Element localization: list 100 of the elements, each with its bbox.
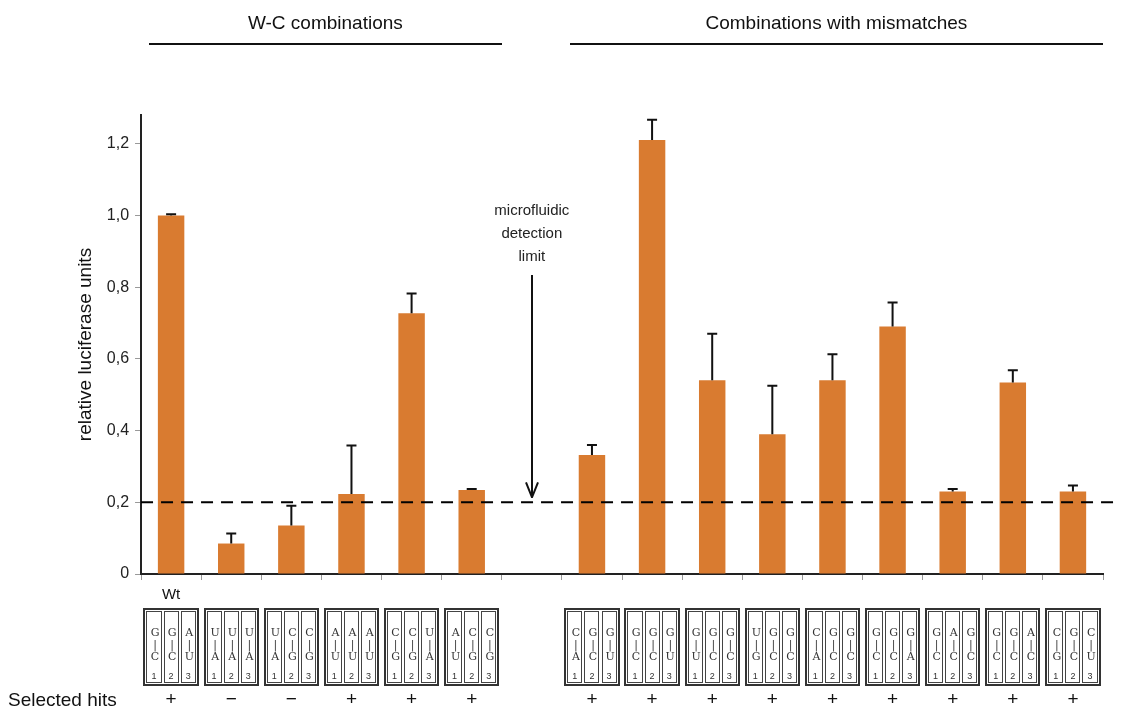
text: 3 [245, 671, 251, 681]
x-tick-label: G|C G|C A|U [147, 625, 197, 664]
text: 2 [950, 671, 956, 681]
text: 3 [967, 671, 973, 681]
text: 2 [829, 671, 835, 681]
text: 1 [1053, 671, 1059, 681]
text: Combinations with mismatches [704, 12, 969, 34]
x-tick-label: A|U A|U A|U [327, 625, 378, 664]
bar [879, 326, 906, 574]
text: 2 [167, 671, 175, 681]
text: 3 [907, 671, 913, 681]
text: 1 [452, 671, 458, 681]
text: 1 [271, 671, 277, 681]
text: 1 [331, 671, 337, 681]
y-tick-label: 0,8 [106, 277, 130, 295]
text: 2 [709, 671, 715, 681]
text: 2 [348, 671, 354, 681]
text: + [465, 688, 479, 710]
text: + [946, 688, 960, 710]
bar [999, 382, 1027, 574]
text: − [224, 688, 238, 710]
bar [698, 380, 726, 574]
x-tick-label: C|A G|C G|C [808, 625, 859, 664]
y-tick-label: 0,4 [106, 420, 130, 438]
text: 3 [666, 671, 672, 681]
text: + [825, 688, 839, 710]
x-tick-label: G|U G|C G|C [688, 625, 738, 664]
bar [1059, 491, 1087, 574]
bar [578, 454, 606, 574]
text: Wt [160, 585, 182, 602]
text: 3 [184, 671, 192, 681]
text: 2 [769, 671, 775, 681]
x-tick-label: U|G G|C G|C [748, 625, 798, 664]
text: + [164, 688, 178, 710]
text: 1 [812, 671, 818, 681]
bar [638, 140, 666, 574]
text: + [886, 688, 900, 710]
x-tick-label: C|A G|C G|U [568, 625, 618, 664]
text: 3 [426, 671, 432, 681]
text: 1 [391, 671, 397, 681]
text: 1 [872, 671, 878, 681]
bar [278, 525, 305, 574]
text: + [344, 688, 358, 710]
bar [218, 543, 245, 574]
text: + [1006, 688, 1020, 710]
x-tick-label: G|C G|C G|U [628, 625, 678, 664]
bar [338, 494, 365, 574]
text: 3 [606, 671, 612, 681]
text: − [284, 688, 298, 710]
text: 2 [890, 671, 896, 681]
x-tick-label: C|G G|C C|U [1049, 625, 1099, 664]
text: 1 [933, 671, 939, 681]
x-tick-label: G|C G|C G|A [869, 625, 919, 664]
text: + [765, 688, 779, 710]
x-tick-label: A|U C|G C|G [448, 625, 498, 664]
x-tick-label: C|G C|G U|A [388, 625, 438, 664]
text: Selected hits [8, 689, 117, 711]
bar [759, 434, 786, 574]
text: 3 [847, 671, 853, 681]
text: + [705, 688, 719, 710]
text: + [645, 688, 659, 710]
text: 2 [1010, 671, 1016, 681]
text: 3 [1087, 671, 1093, 681]
text: 1 [692, 671, 698, 681]
text: 2 [288, 671, 294, 681]
text: 3 [366, 671, 372, 681]
x-tick-label: G|C G|C A|C [989, 625, 1039, 664]
bar [157, 215, 185, 574]
text: 2 [228, 671, 234, 681]
text: 3 [305, 671, 311, 681]
text: + [585, 688, 599, 710]
text: 3 [1027, 671, 1033, 681]
text: 2 [1070, 671, 1076, 681]
text: 3 [486, 671, 492, 681]
text: 1 [211, 671, 217, 681]
x-tick-label: U|A U|A U|A [207, 625, 257, 664]
text: 2 [589, 671, 595, 681]
text: W-C combinations [246, 12, 404, 34]
x-tick-label: G|C A|C G|C [929, 625, 979, 664]
y-tick-label: 1,0 [106, 205, 130, 223]
text: 1 [632, 671, 638, 681]
y-axis-title: relative luciferase units [73, 247, 95, 442]
y-tick-label: 0,2 [106, 492, 130, 510]
text: 1 [150, 671, 158, 681]
y-tick-label: 0 [120, 564, 130, 582]
text: 2 [409, 671, 415, 681]
ref-line-label: microfluidic detection limit [493, 200, 571, 266]
text: 1 [752, 671, 758, 681]
y-tick-label: 0,6 [106, 349, 130, 367]
text: 3 [786, 671, 792, 681]
text: + [405, 688, 419, 710]
text: 1 [993, 671, 999, 681]
y-tick-label: 1,2 [106, 134, 130, 152]
text: 2 [649, 671, 655, 681]
text: 1 [572, 671, 578, 681]
bar [398, 313, 425, 574]
bar [819, 380, 846, 574]
bar [458, 490, 485, 574]
text: 2 [469, 671, 475, 681]
text: + [1066, 688, 1080, 710]
